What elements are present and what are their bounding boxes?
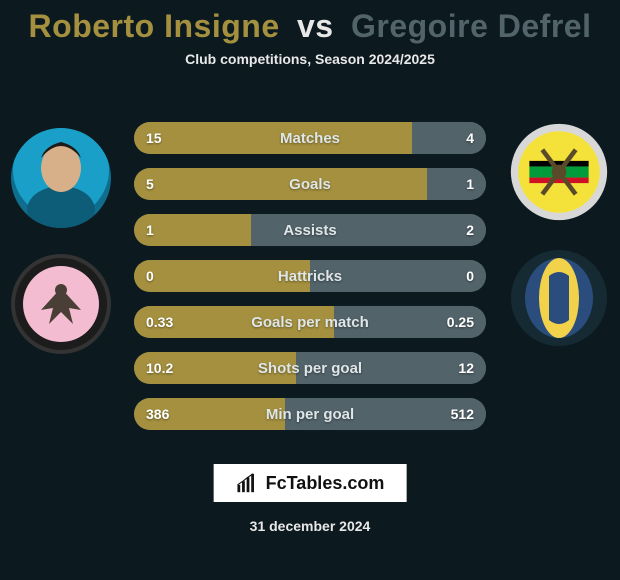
stat-value-right: 2	[454, 214, 486, 246]
player1-avatar	[11, 128, 111, 228]
stat-value-right: 4	[454, 122, 486, 154]
stat-bar: Hattricks0 0	[134, 260, 486, 292]
stat-label: Shots per goal	[134, 352, 486, 384]
stat-value-right: 0	[454, 260, 486, 292]
title-player1: Roberto Insigne	[29, 8, 280, 44]
right-column	[504, 122, 614, 348]
stat-value-right: 0.25	[435, 306, 486, 338]
stat-bars: Matches154Goals51Assists12Hattricks00Goa…	[134, 122, 486, 430]
stat-bar: Min per goal386 512	[134, 398, 486, 430]
stat-label: Goals per match	[134, 306, 486, 338]
footer-date: 31 december 2024	[0, 518, 620, 534]
left-column	[6, 128, 116, 354]
player1-club-crest	[11, 254, 111, 354]
stat-value-left: 0	[134, 260, 166, 292]
page-title: Roberto Insigne vs Gregoire Defrel	[0, 0, 620, 45]
club-crest-icon	[11, 254, 111, 354]
barchart-icon	[236, 472, 258, 494]
stat-value-right: 512	[439, 398, 486, 430]
title-player2: Gregoire Defrel	[351, 8, 591, 44]
player-silhouette-icon	[11, 128, 111, 228]
stat-bar: Assists1 2	[134, 214, 486, 246]
stat-value-right: 1	[454, 168, 486, 200]
subtitle: Club competitions, Season 2024/2025	[0, 51, 620, 67]
player2-crest-secondary	[509, 248, 609, 348]
stat-bar: Goals5 1	[134, 168, 486, 200]
player2-crest-primary	[509, 122, 609, 222]
stat-label: Matches	[134, 122, 486, 154]
stat-value-left: 1	[134, 214, 166, 246]
club-crest-icon	[509, 118, 609, 226]
site-badge: FcTables.com	[212, 462, 409, 504]
site-name: FcTables.com	[266, 473, 385, 494]
stat-value-left: 5	[134, 168, 166, 200]
stat-value-left: 386	[134, 398, 181, 430]
club-crest-icon	[509, 248, 609, 348]
title-vs: vs	[297, 8, 334, 44]
stat-value-left: 10.2	[134, 352, 185, 384]
stat-bar: Shots per goal10.2 12	[134, 352, 486, 384]
stat-label: Assists	[134, 214, 486, 246]
comparison-infographic: Roberto Insigne vs Gregoire Defrel Club …	[0, 0, 620, 580]
stat-label: Min per goal	[134, 398, 486, 430]
stat-label: Goals	[134, 168, 486, 200]
stat-bar: Goals per match0.33 0.25	[134, 306, 486, 338]
stat-label: Hattricks	[134, 260, 486, 292]
stat-value-left: 15	[134, 122, 174, 154]
stat-bar: Matches15 4	[134, 122, 486, 154]
stat-value-right: 12	[446, 352, 486, 384]
stat-value-left: 0.33	[134, 306, 185, 338]
